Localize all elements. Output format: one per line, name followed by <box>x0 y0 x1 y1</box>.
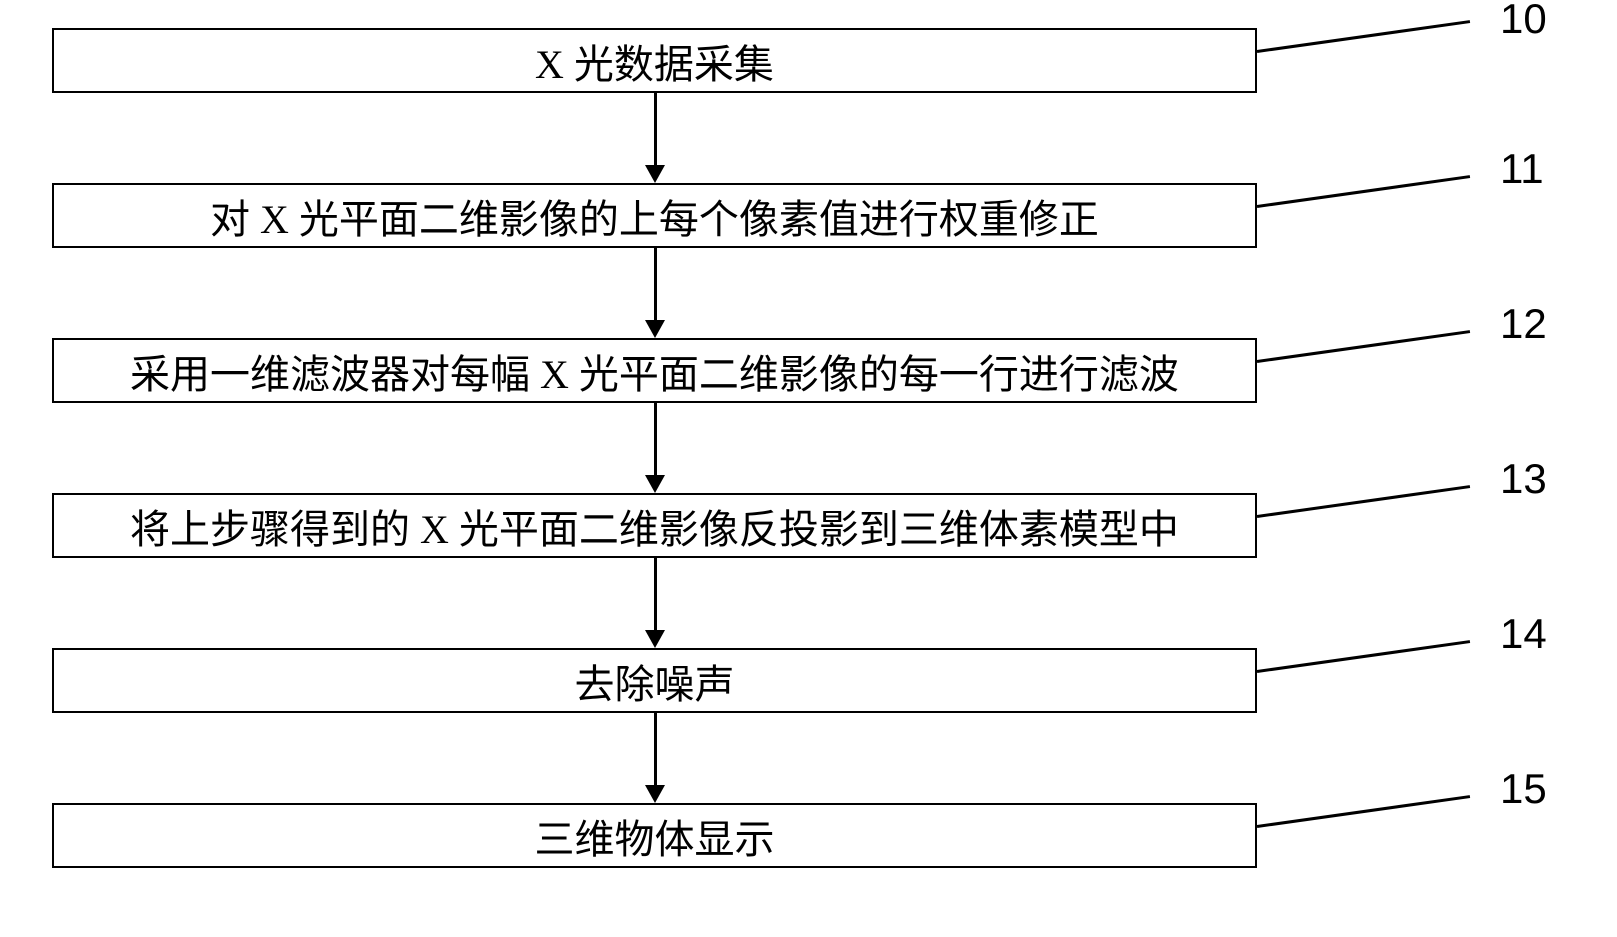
arrow-line-13-14 <box>654 558 657 630</box>
step-number-10: 10 <box>1500 0 1547 43</box>
arrow-head-11-12 <box>645 320 665 338</box>
step-label-15: 三维物体显示 <box>535 807 775 865</box>
step-box-11: 对 X 光平面二维影像的上每个像素值进行权重修正 <box>52 183 1257 248</box>
step-label-12: 采用一维滤波器对每幅 X 光平面二维影像的每一行进行滤波 <box>130 342 1179 400</box>
flowchart-container: X 光数据采集 对 X 光平面二维影像的上每个像素值进行权重修正 采用一维滤波器… <box>0 0 1617 937</box>
step-box-13: 将上步骤得到的 X 光平面二维影像反投影到三维体素模型中 <box>52 493 1257 558</box>
step-number-12: 12 <box>1500 300 1547 348</box>
step-box-15: 三维物体显示 <box>52 803 1257 868</box>
step-box-14: 去除噪声 <box>52 648 1257 713</box>
arrow-head-13-14 <box>645 630 665 648</box>
callout-line-11 <box>1257 175 1470 207</box>
callout-line-15 <box>1257 795 1470 827</box>
step-label-10: X 光数据采集 <box>535 32 774 90</box>
step-number-15: 15 <box>1500 765 1547 813</box>
step-label-13: 将上步骤得到的 X 光平面二维影像反投影到三维体素模型中 <box>130 497 1179 555</box>
arrow-line-10-11 <box>654 93 657 165</box>
step-number-13: 13 <box>1500 455 1547 503</box>
callout-line-12 <box>1257 330 1470 362</box>
callout-line-13 <box>1257 485 1470 517</box>
step-box-12: 采用一维滤波器对每幅 X 光平面二维影像的每一行进行滤波 <box>52 338 1257 403</box>
step-box-10: X 光数据采集 <box>52 28 1257 93</box>
callout-line-10 <box>1257 20 1470 52</box>
step-label-14: 去除噪声 <box>575 652 735 710</box>
arrow-head-14-15 <box>645 785 665 803</box>
callout-line-14 <box>1257 640 1470 672</box>
step-label-11: 对 X 光平面二维影像的上每个像素值进行权重修正 <box>210 187 1099 245</box>
arrow-line-14-15 <box>654 713 657 785</box>
step-number-11: 11 <box>1500 145 1544 193</box>
arrow-head-12-13 <box>645 475 665 493</box>
step-number-14: 14 <box>1500 610 1547 658</box>
arrow-line-11-12 <box>654 248 657 320</box>
arrow-head-10-11 <box>645 165 665 183</box>
arrow-line-12-13 <box>654 403 657 475</box>
